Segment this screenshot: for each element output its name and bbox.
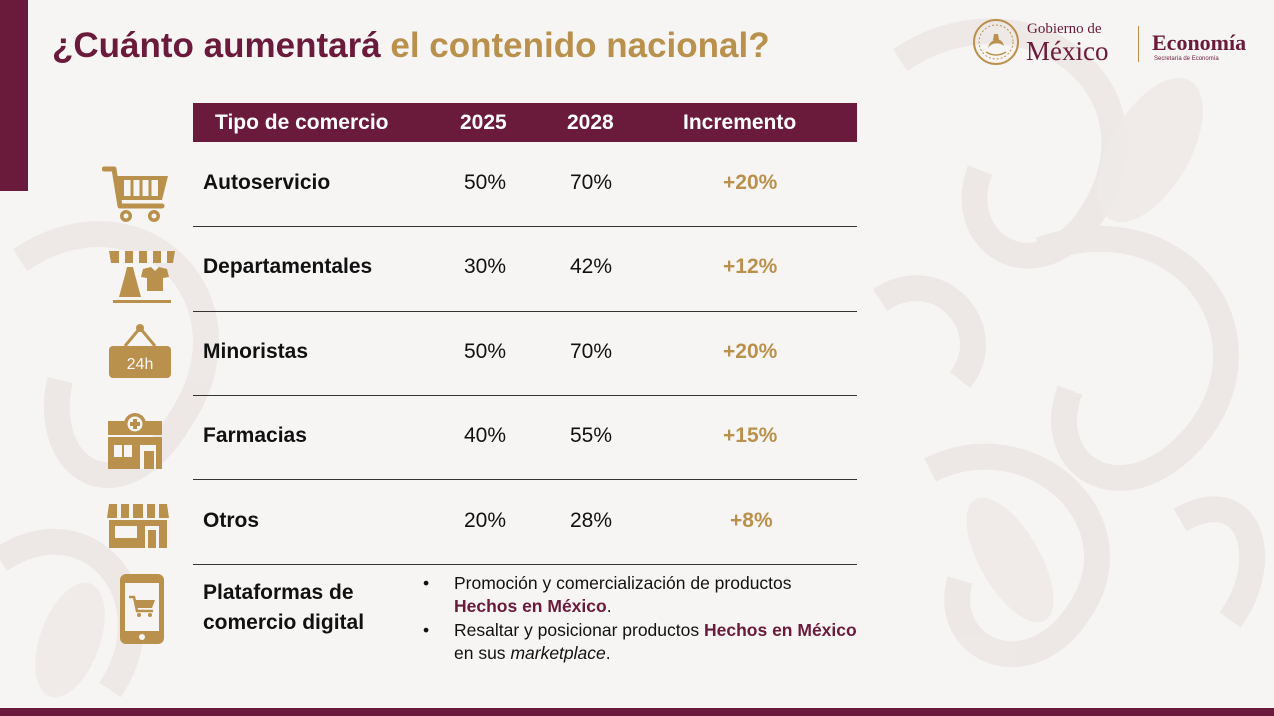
row-2025: 40% — [464, 424, 507, 447]
row-incremento: +15% — [723, 424, 778, 447]
header-2025: 2025 — [460, 111, 507, 134]
table-row: Minoristas 50% 70% +20% — [193, 311, 857, 396]
bullet2-mid: en sus — [454, 643, 506, 663]
header-incremento: Incremento — [683, 111, 797, 134]
clothing-store-icon — [109, 251, 175, 303]
row-2028: 70% — [570, 340, 613, 363]
header-2028: 2028 — [567, 111, 614, 134]
row-2025: 30% — [464, 255, 507, 278]
logo-mexico-text: México — [1026, 36, 1109, 66]
pharmacy-icon — [108, 413, 162, 469]
digital-label-line1: Plataformas de — [203, 581, 354, 604]
row-2025: 20% — [464, 509, 507, 532]
row-incremento: +12% — [723, 255, 778, 278]
logo-divider — [1138, 26, 1139, 62]
row-2028: 42% — [570, 255, 613, 278]
row-2025: 50% — [464, 340, 507, 363]
bullet1-highlight: Hechos en México — [454, 596, 607, 616]
table-row: Farmacias 40% 55% +15% — [193, 395, 857, 480]
title-part-2: el contenido nacional? — [390, 26, 770, 65]
row-2028: 28% — [570, 509, 613, 532]
logo-economia-text: Economía — [1152, 30, 1247, 55]
bullet2-end: . — [605, 643, 611, 663]
list-item: Resaltar y posicionar productos Hechos e… — [423, 619, 863, 665]
row-incremento: +20% — [723, 340, 778, 363]
national-seal-icon — [973, 19, 1019, 65]
bullet2-italic: marketplace — [510, 643, 606, 663]
row-tipo: Farmacias — [203, 424, 307, 447]
sign-24h-text: 24h — [127, 356, 154, 373]
row-incremento: +20% — [723, 171, 778, 194]
row-2028: 70% — [570, 171, 613, 194]
list-item: Promoción y comercialización de producto… — [423, 572, 863, 618]
row-2028: 55% — [570, 424, 613, 447]
bottom-accent-bar — [0, 708, 1274, 716]
digital-label-line2: comercio digital — [203, 611, 365, 634]
table-header: Tipo de comercio 2025 2028 Incremento — [193, 103, 857, 142]
digital-commerce-label: Plataformas de comercio digital — [203, 578, 364, 638]
page-title: ¿Cuánto aumentará el contenido nacional? — [52, 26, 770, 66]
row-incremento: +8% — [730, 509, 773, 532]
row-tipo: Autoservicio — [203, 171, 331, 194]
shopping-cart-icon — [102, 166, 168, 222]
logo-secretaria-text: Secretaría de Economía — [1154, 56, 1219, 62]
header-tipo: Tipo de comercio — [215, 111, 389, 134]
government-logo: Gobierno de México Economía Secretaría d… — [972, 16, 1268, 70]
side-accent-bar — [0, 0, 28, 191]
row-tipo: Minoristas — [203, 340, 309, 363]
row-tipo: Otros — [203, 509, 260, 532]
logo-gobierno-text: Gobierno de — [1027, 21, 1102, 37]
bullet2-text: Resaltar y posicionar productos — [454, 620, 700, 640]
digital-bullets: Promoción y comercialización de producto… — [423, 572, 863, 666]
mobile-shopping-icon — [120, 574, 164, 644]
row-tipo: Departamentales — [203, 255, 373, 278]
title-part-1: ¿Cuánto aumentará — [52, 26, 381, 65]
storefront-icon — [107, 504, 169, 548]
table-row: Autoservicio 50% 70% +20% — [193, 142, 857, 227]
table-row: Departamentales 30% 42% +12% — [193, 227, 857, 312]
table-row: Otros 20% 28% +8% — [193, 480, 857, 565]
sign-24h-icon: 24h — [109, 324, 171, 378]
row-2025: 50% — [464, 171, 507, 194]
bullet2-highlight: Hechos en México — [704, 620, 857, 640]
bullet1-text: Promoción y comercialización de producto… — [454, 573, 792, 593]
bullet1-end: . — [606, 596, 612, 616]
